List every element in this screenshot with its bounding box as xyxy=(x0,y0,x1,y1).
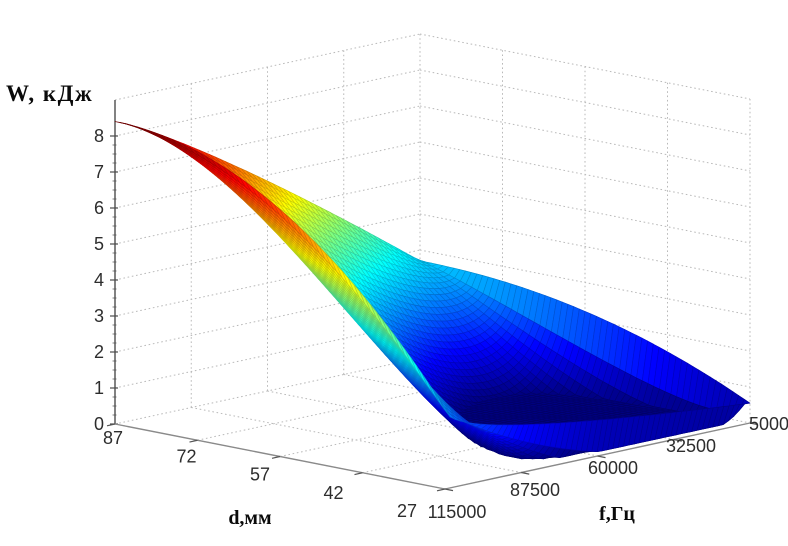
tick-label: 5000 xyxy=(749,414,788,434)
surface-mesh xyxy=(114,121,751,460)
tick-labels: 0 1 2 3 4 5 6 7 8 87 72 57 42 27 115000 87500 60000 32500… xyxy=(94,126,788,522)
tick-label: 27 xyxy=(397,501,417,521)
tick-label: 5 xyxy=(94,234,104,254)
wall-grid xyxy=(114,33,751,423)
tick-label: 3 xyxy=(94,306,104,326)
tick-label: 6 xyxy=(94,198,104,218)
tick-label: 2 xyxy=(94,342,104,362)
tick-label: 42 xyxy=(323,483,343,503)
tick-label: 0 xyxy=(94,414,104,434)
z-axis xyxy=(110,100,118,425)
tick-label: 60000 xyxy=(588,458,638,478)
tick-label: 87500 xyxy=(510,480,560,500)
tick-label: 8 xyxy=(94,126,104,146)
tick-label: 87 xyxy=(103,428,123,448)
tick-label: 72 xyxy=(176,446,196,466)
tick-label: 1 xyxy=(94,378,104,398)
tick-label: 115000 xyxy=(428,502,487,522)
tick-label: 32500 xyxy=(666,436,716,456)
bottom-axes xyxy=(106,422,759,492)
tick-label: 4 xyxy=(94,270,104,290)
tick-label: 7 xyxy=(94,162,104,182)
tick-label: 57 xyxy=(250,465,270,485)
z-axis-title: W, кДж xyxy=(6,81,93,106)
x-axis-title: d,мм xyxy=(228,507,271,529)
y-axis-title: f,Гц xyxy=(599,503,635,525)
